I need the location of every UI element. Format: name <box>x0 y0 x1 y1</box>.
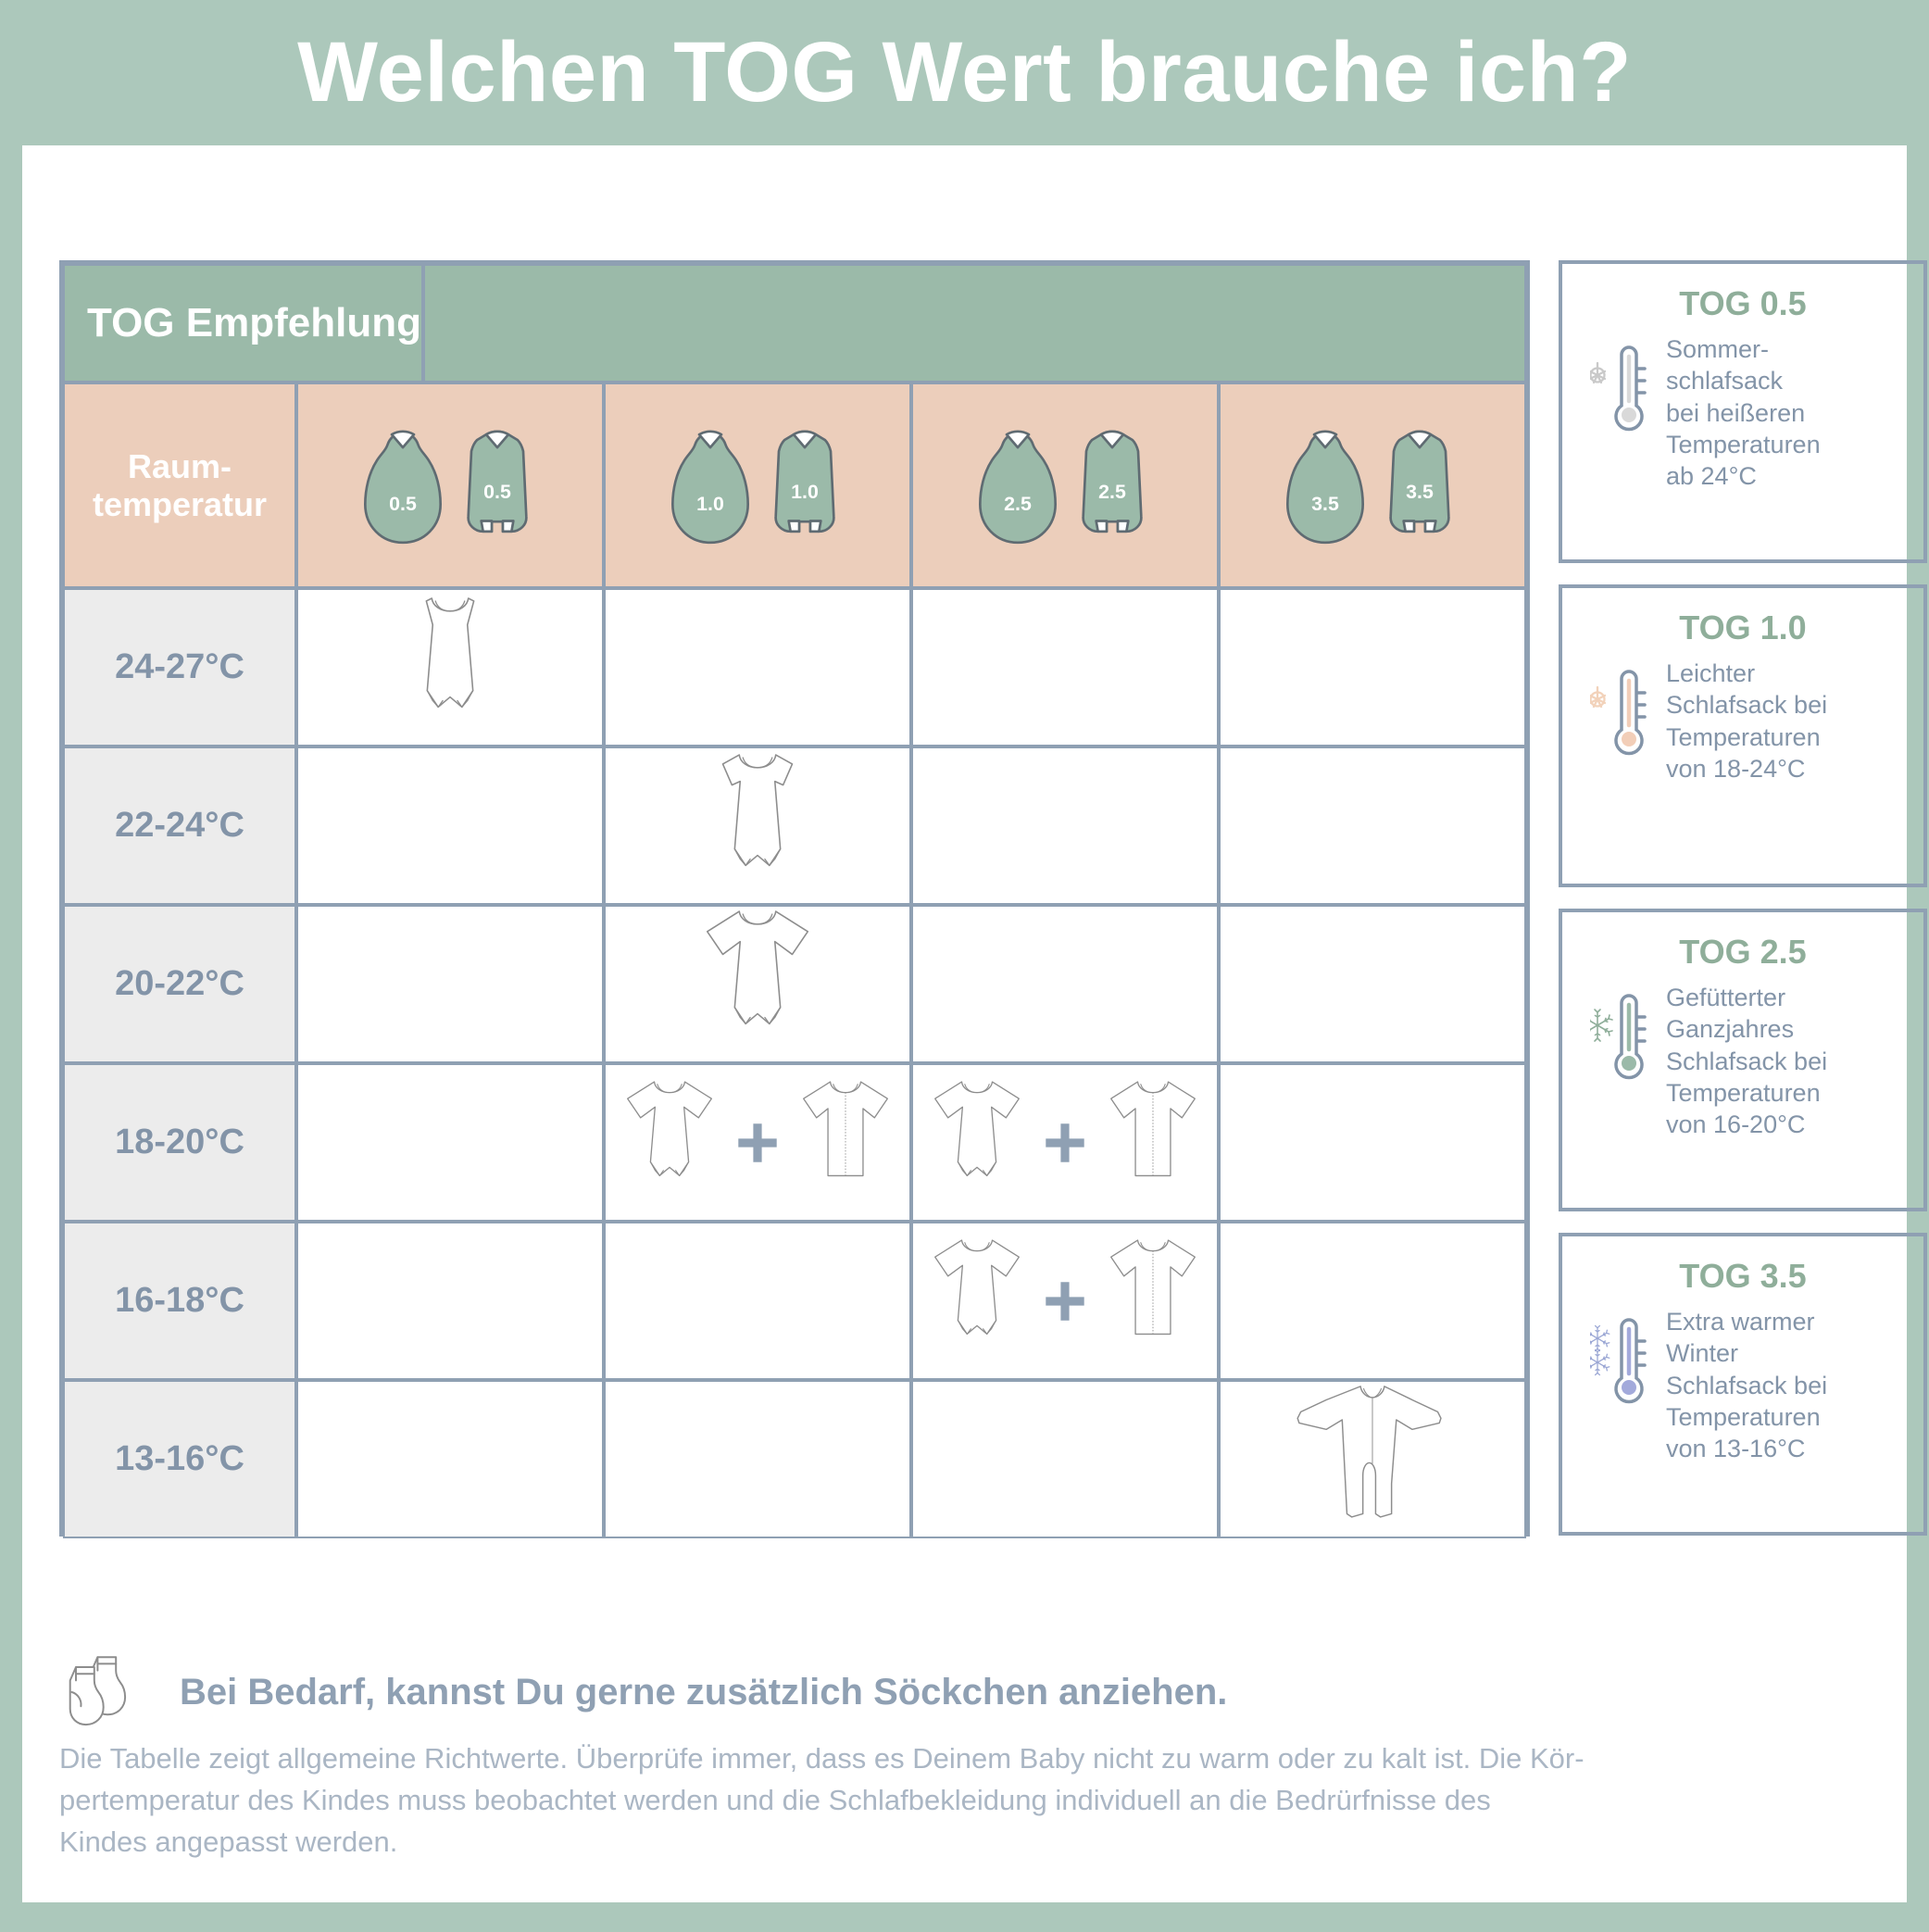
svg-text:3.5: 3.5 <box>1406 480 1434 502</box>
svg-text:2.5: 2.5 <box>1098 480 1126 502</box>
svg-text:2.5: 2.5 <box>1004 493 1032 515</box>
svg-text:0.5: 0.5 <box>483 480 511 502</box>
svg-text:0.5: 0.5 <box>389 493 417 515</box>
svg-text:1.0: 1.0 <box>696 493 724 515</box>
svg-text:3.5: 3.5 <box>1311 493 1339 515</box>
svg-text:1.0: 1.0 <box>791 480 819 502</box>
